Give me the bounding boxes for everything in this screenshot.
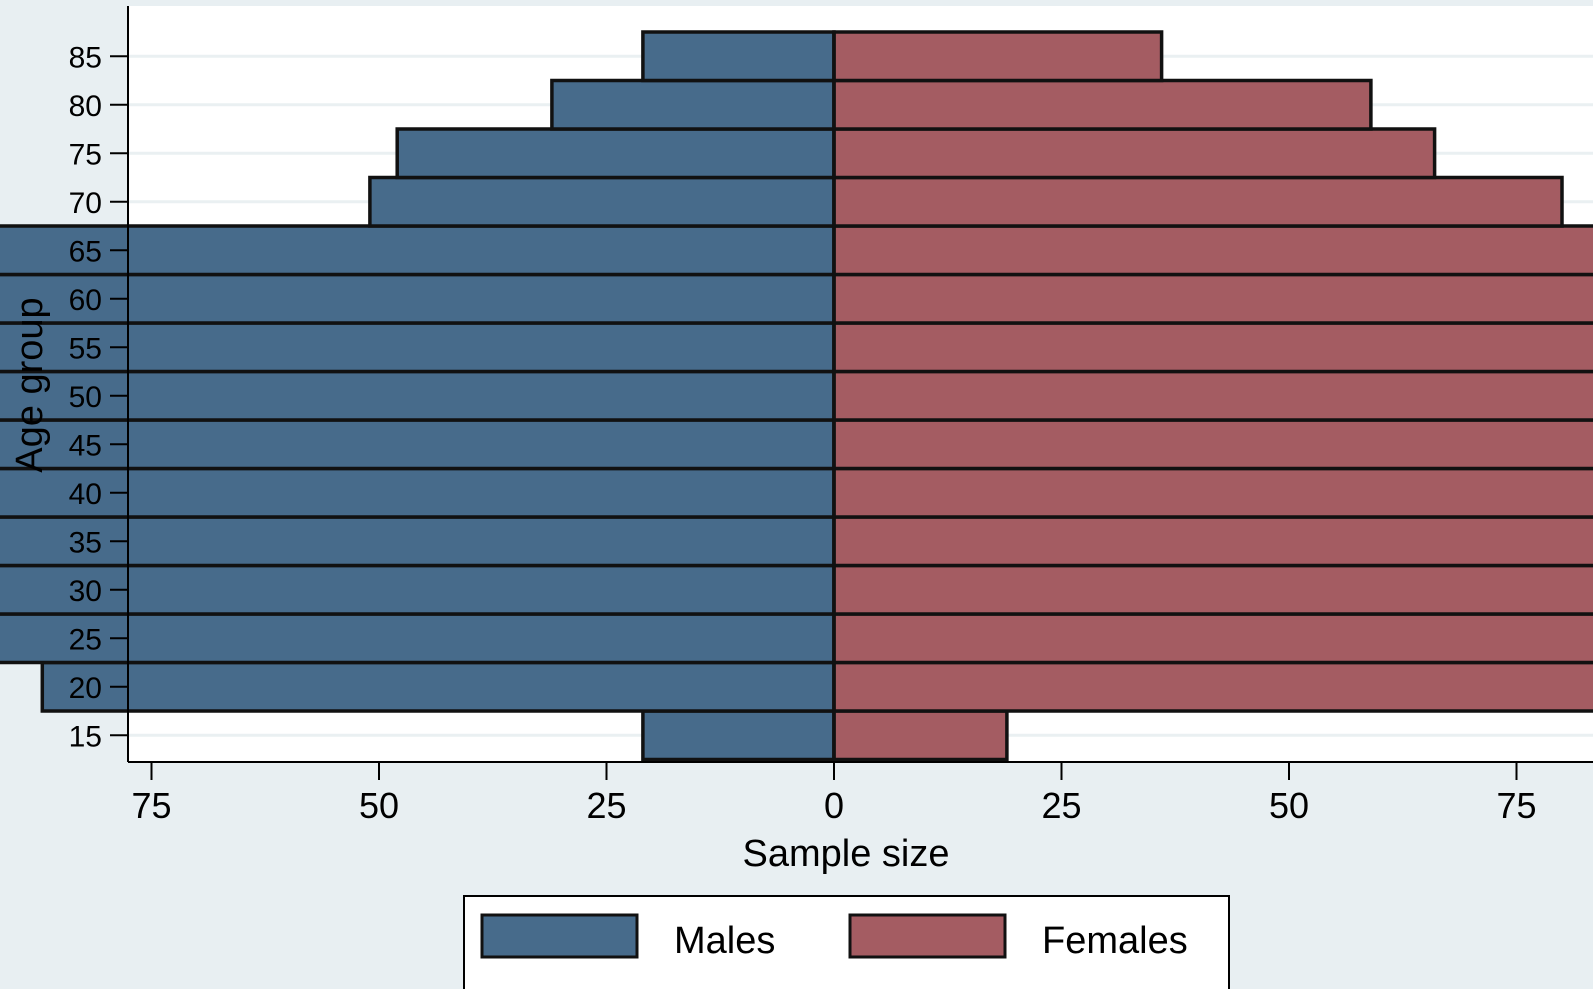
y-tick-label: 50 (69, 381, 102, 414)
bar-females-20 (832, 660, 1593, 713)
bar-females-40 (832, 466, 1593, 519)
y-tick-label: 45 (69, 429, 102, 462)
bar-females-80 (832, 78, 1373, 131)
bar-males-25 (0, 612, 836, 665)
x-tick-label: 25 (1041, 785, 1081, 826)
x-tick-label: 25 (586, 785, 626, 826)
y-tick-label: 80 (69, 90, 102, 123)
x-tick-label: 75 (131, 785, 171, 826)
legend-swatch-females (848, 913, 1007, 959)
bar-females-70 (832, 175, 1564, 228)
bar-males-50 (0, 369, 836, 422)
bar-females-15 (832, 709, 1009, 762)
y-tick-label: 85 (69, 41, 102, 74)
bar-females-50 (832, 369, 1593, 422)
x-ticks: 1501251007550250255075100125150 (131, 762, 1537, 826)
bar-females-60 (832, 272, 1593, 325)
bar-males-85 (641, 30, 836, 83)
y-tick-label: 15 (69, 720, 102, 753)
bar-females-75 (832, 127, 1437, 180)
legend: Males Females (463, 895, 1230, 989)
y-ticks: 15 20 25 30 35 40 45 50 55 60 65 70 75 80 85 (69, 41, 128, 753)
y-tick-label: 40 (69, 478, 102, 511)
y-tick-label: 55 (69, 332, 102, 365)
y-tick-label: 20 (69, 672, 102, 705)
x-tick-label: 50 (359, 785, 399, 826)
bar-males-20 (40, 660, 836, 713)
x-tick-label: 50 (1269, 785, 1309, 826)
bar-females-55 (832, 321, 1593, 374)
axes (127, 6, 1593, 763)
y-tick-label: 30 (69, 575, 102, 608)
y-tick-label: 70 (69, 187, 102, 220)
legend-label-males: Males (674, 920, 775, 962)
bar-females-35 (832, 515, 1593, 568)
x-tick-label: 0 (824, 785, 844, 826)
bar-males-70 (368, 175, 836, 228)
bar-males-15 (641, 709, 836, 762)
bar-females-45 (832, 418, 1593, 471)
y-tick-label: 35 (69, 526, 102, 559)
bar-males-80 (550, 78, 836, 131)
bar-females-25 (832, 612, 1593, 665)
bar-females-30 (832, 563, 1593, 616)
bar-males-75 (395, 127, 836, 180)
y-tick-label: 60 (69, 284, 102, 317)
y-axis-title: Age group (9, 297, 51, 472)
bars (0, 30, 1593, 762)
legend-swatch-males (480, 913, 639, 959)
y-tick-label: 75 (69, 138, 102, 171)
x-tick-label: 75 (1496, 785, 1536, 826)
bar-females-65 (832, 224, 1593, 277)
y-tick-label: 65 (69, 235, 102, 268)
y-tick-label: 25 (69, 623, 102, 656)
legend-label-females: Females (1042, 920, 1188, 962)
x-axis-title: Sample size (743, 833, 950, 875)
bar-males-45 (0, 418, 836, 471)
bar-females-85 (832, 30, 1164, 83)
